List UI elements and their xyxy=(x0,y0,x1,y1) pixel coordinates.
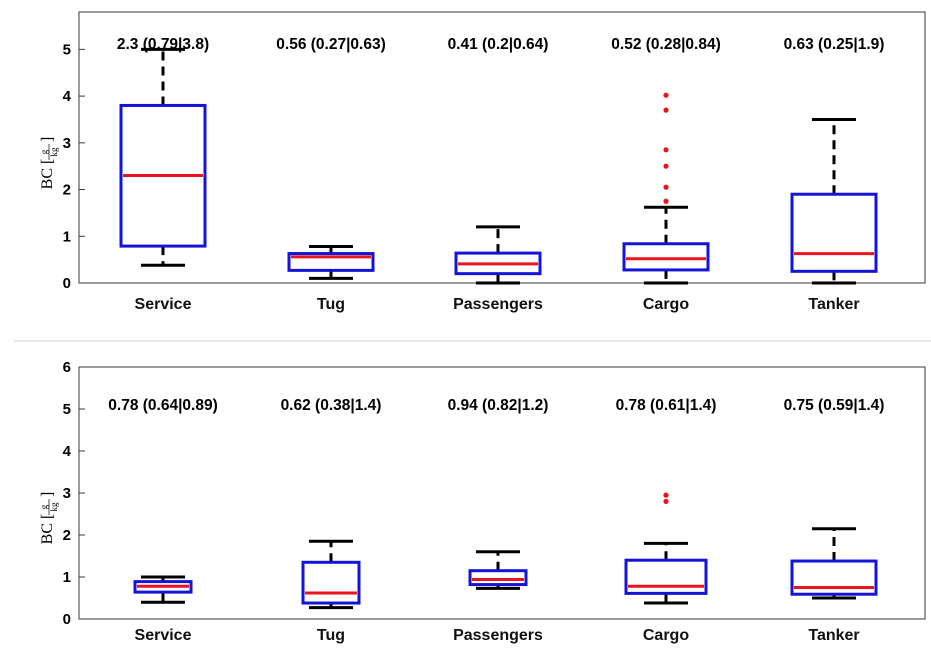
outlier-point xyxy=(663,498,669,504)
top-box-plot: 0 1 2 3 4 5 BC [ g kg] Service 2.3 (0.79|3.8) Tug 0.5… xyxy=(39,11,926,313)
y-axis-label: BC [ g kg] xyxy=(39,492,59,545)
y-tick-label: 5 xyxy=(63,41,71,58)
y-axis-label-bracket-open: [ xyxy=(39,159,56,164)
box-tanker xyxy=(790,527,878,600)
stat-annotation-tug: 0.62 (0.38|1.4) xyxy=(281,397,382,414)
outlier-point xyxy=(663,184,669,190)
box-service xyxy=(119,47,207,267)
y-axis-label-numerator: g xyxy=(39,504,49,509)
box-service xyxy=(133,575,193,604)
box-cargo xyxy=(622,92,710,285)
iqr-box xyxy=(624,558,708,595)
outlier-point xyxy=(663,492,669,498)
outlier-point xyxy=(663,163,669,169)
y-axis-label-denominator: kg xyxy=(49,147,59,157)
category-label-tug: Tug xyxy=(317,296,345,313)
stat-annotation-service: 0.78 (0.64|0.89) xyxy=(108,397,217,414)
bottom-box-plot: 0 1 2 3 4 5 6 BC [ g kg] Service 0.78 (0.64|0.89) Tug… xyxy=(39,359,926,644)
box-passengers xyxy=(454,225,542,285)
category-label-tanker: Tanker xyxy=(808,627,859,644)
stat-annotation-cargo: 0.52 (0.28|0.84) xyxy=(611,36,720,53)
y-axis-label-numerator: g xyxy=(39,149,49,154)
y-tick-label: 2 xyxy=(63,527,71,544)
y-axis-label: BC [ g kg] xyxy=(39,137,59,190)
category-label-cargo: Cargo xyxy=(643,627,689,644)
box-tug xyxy=(287,245,375,280)
stat-annotation-tanker: 0.75 (0.59|1.4) xyxy=(784,397,885,414)
stat-annotation-cargo: 0.78 (0.61|1.4) xyxy=(616,397,717,414)
category-label-service: Service xyxy=(135,627,192,644)
y-axis-label-bracket-close: ] xyxy=(39,492,56,497)
box-passengers xyxy=(468,550,528,590)
box-tug xyxy=(301,539,361,610)
y-tick-label: 1 xyxy=(63,228,71,245)
y-axis-label-main: BC xyxy=(39,523,56,544)
box-cargo xyxy=(624,492,708,605)
y-tick-label: 6 xyxy=(63,359,71,376)
category-label-tanker: Tanker xyxy=(808,296,859,313)
iqr-box xyxy=(790,192,878,273)
y-tick-label: 4 xyxy=(63,88,72,105)
y-axis-label-bracket-open: [ xyxy=(39,514,56,519)
y-tick-label: 1 xyxy=(63,569,71,586)
iqr-box xyxy=(468,569,528,587)
y-tick-label: 0 xyxy=(63,275,71,292)
iqr-box xyxy=(790,559,878,596)
category-label-tug: Tug xyxy=(317,627,345,644)
box-tanker xyxy=(790,117,878,285)
y-tick-label: 2 xyxy=(63,182,71,199)
y-axis-label-bracket-close: ] xyxy=(39,137,56,142)
stat-annotation-tanker: 0.63 (0.25|1.9) xyxy=(784,36,885,53)
category-label-passengers: Passengers xyxy=(453,627,543,644)
iqr-box xyxy=(622,242,710,272)
y-axis-label-main: BC xyxy=(39,168,56,189)
outlier-point xyxy=(663,147,669,153)
y-axis-label-denominator: kg xyxy=(49,502,59,512)
category-label-cargo: Cargo xyxy=(643,296,689,313)
y-tick-label: 3 xyxy=(63,485,71,502)
y-tick-label: 5 xyxy=(63,401,71,418)
outlier-point xyxy=(663,92,669,98)
category-label-passengers: Passengers xyxy=(453,296,543,313)
y-tick-label: 4 xyxy=(63,443,72,460)
stat-annotation-tug: 0.56 (0.27|0.63) xyxy=(276,36,385,53)
y-tick-label: 3 xyxy=(63,135,71,152)
stat-annotation-passengers: 0.94 (0.82|1.2) xyxy=(448,397,549,414)
category-label-service: Service xyxy=(135,296,192,313)
outlier-point xyxy=(663,107,669,113)
y-tick-label: 0 xyxy=(63,611,71,628)
stat-annotation-service: 2.3 (0.79|3.8) xyxy=(117,36,209,53)
iqr-box xyxy=(301,560,361,605)
stat-annotation-passengers: 0.41 (0.2|0.64) xyxy=(448,36,549,53)
outlier-point xyxy=(663,198,669,204)
